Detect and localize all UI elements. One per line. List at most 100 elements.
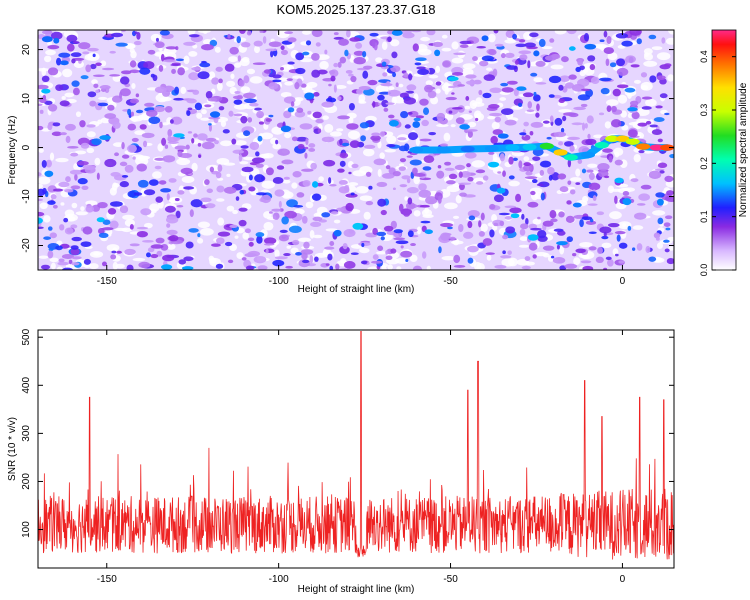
heatmap-cell <box>70 52 82 58</box>
heatmap-cell <box>243 75 250 84</box>
heatmap-cell <box>286 78 293 82</box>
heatmap-cell <box>327 253 333 261</box>
heatmap-cell <box>115 42 128 47</box>
heatmap-cell <box>278 234 290 242</box>
heatmap-cell <box>538 38 546 48</box>
heatmap-cell <box>391 30 403 36</box>
heatmap-cell <box>387 89 401 97</box>
heatmap-cell <box>577 94 591 101</box>
heatmap-cell <box>49 257 59 263</box>
heatmap-cell <box>338 180 348 185</box>
heatmap-cell <box>343 229 356 238</box>
heatmap-cell <box>255 192 267 196</box>
heatmap-cell <box>554 30 567 35</box>
signal-track-point <box>594 141 609 149</box>
heatmap-cell <box>66 34 78 43</box>
heatmap-cell <box>636 118 650 123</box>
heatmap-cell <box>509 207 522 214</box>
heatmap-cell <box>412 265 423 270</box>
heatmap-cell <box>336 128 344 132</box>
heatmap-cell <box>614 195 618 204</box>
heatmap-cell <box>482 92 492 99</box>
heatmap-cell <box>198 154 202 159</box>
heatmap-cell <box>85 205 95 213</box>
heatmap-cell <box>579 219 584 228</box>
heatmap-cell <box>414 62 422 66</box>
heatmap-cell <box>246 30 252 36</box>
heatmap-cell <box>533 94 541 102</box>
heatmap-cell <box>283 191 294 199</box>
heatmap-frame <box>37 29 675 271</box>
heatmap-cell <box>207 97 218 102</box>
heatmap-cell <box>41 75 50 82</box>
heatmap-cell <box>142 140 148 148</box>
heatmap-cell <box>59 100 70 107</box>
heatmap-cell <box>183 256 194 262</box>
heatmap-cell <box>586 115 594 124</box>
heatmap-cell <box>416 66 426 70</box>
heatmap-cell <box>45 49 56 56</box>
heatmap-cell <box>418 183 427 191</box>
heatmap-cell <box>109 50 116 54</box>
heatmap-cell <box>358 241 371 247</box>
heatmap-cell <box>441 47 452 52</box>
heatmap-cell <box>337 96 342 101</box>
heatmap-cell <box>286 64 292 70</box>
heatmap-cell <box>75 211 88 216</box>
heatmap-cell <box>119 161 128 167</box>
heatmap-cell <box>59 224 65 231</box>
heatmap-cell <box>287 107 295 113</box>
heatmap-cell <box>381 41 388 50</box>
heatmap-cell <box>325 97 337 103</box>
heatmap-cell <box>661 37 666 44</box>
heatmap-cell <box>393 237 406 241</box>
heatmap-cell <box>444 167 455 171</box>
heatmap-cell <box>335 207 345 212</box>
heatmap-cell <box>544 55 557 61</box>
heatmap-cell <box>243 156 255 161</box>
heatmap-cell <box>482 175 489 181</box>
heatmap-cell <box>272 74 282 79</box>
heatmap-cell <box>436 123 449 128</box>
heatmap-cell <box>653 117 665 122</box>
heatmap-cell <box>586 169 594 173</box>
heatmap-cell <box>420 220 431 224</box>
heatmap-cell <box>211 243 221 247</box>
x-tick-label: -100 <box>269 276 289 287</box>
heatmap-cell <box>519 236 529 242</box>
heatmap-cell <box>139 124 147 130</box>
heatmap-cell <box>89 100 97 107</box>
heatmap-cell <box>61 267 74 270</box>
heatmap-cell <box>71 256 82 260</box>
heatmap-cell <box>333 32 339 36</box>
heatmap-cell <box>122 214 135 220</box>
heatmap-cell <box>631 111 640 120</box>
heatmap-cell <box>72 41 80 44</box>
heatmap-cell <box>52 122 61 127</box>
heatmap-cell <box>370 135 381 141</box>
heatmap-cell <box>73 87 80 96</box>
heatmap-cell <box>630 178 639 183</box>
heatmap-cell <box>161 137 167 146</box>
heatmap-cell <box>314 252 328 258</box>
heatmap-cell <box>102 219 111 225</box>
heatmap-cell <box>47 67 59 76</box>
heatmap-cell <box>549 210 557 219</box>
heatmap-cell <box>360 260 368 265</box>
heatmap-cell <box>523 164 532 172</box>
heatmap-cell <box>607 222 620 228</box>
heatmap-cell <box>129 98 140 104</box>
heatmap-cell <box>136 31 141 40</box>
heatmap-cell <box>166 223 171 228</box>
heatmap-cell <box>584 123 588 129</box>
heatmap-cell <box>243 130 251 137</box>
heatmap-cell <box>81 185 89 190</box>
heatmap-cell <box>377 245 384 251</box>
heatmap-cell <box>342 242 348 250</box>
heatmap-cell <box>405 258 409 262</box>
heatmap-cell <box>603 47 615 54</box>
heatmap-cell <box>239 161 249 165</box>
heatmap-cell <box>91 138 102 146</box>
heatmap-cell <box>80 75 89 80</box>
